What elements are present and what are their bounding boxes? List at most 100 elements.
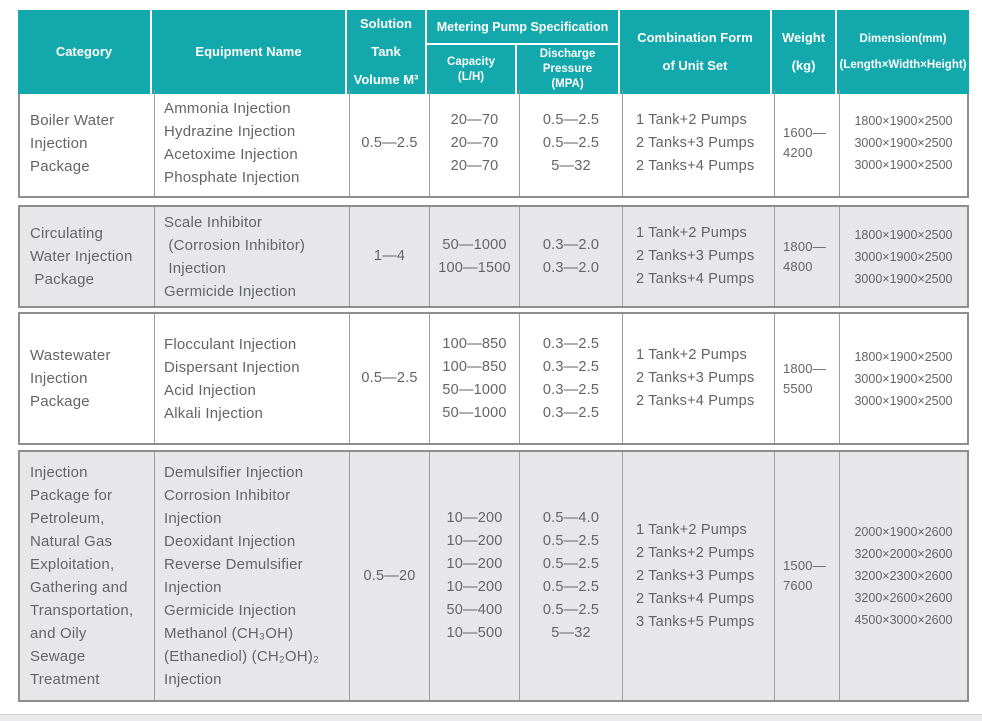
cell-line: 50—400 xyxy=(446,602,503,618)
cell-line: 0.5—2.5 xyxy=(542,111,600,128)
header-dimension-line2: (Length×Width×Height) xyxy=(839,59,967,71)
cell-line: Injection xyxy=(164,579,222,596)
header-weight-line1: Weight xyxy=(781,30,826,45)
cell-line: 0.3—2.5 xyxy=(542,381,600,398)
cell-line: 3 Tanks+5 Pumps xyxy=(636,613,755,630)
cell-line: 3200×2000×2600 xyxy=(854,547,953,561)
cell-line: 2 Tanks+2 Pumps xyxy=(636,544,755,561)
cell-line: 50—1000 xyxy=(442,236,507,253)
cell-line: Water Injection xyxy=(30,248,133,265)
cell-line: Gathering and xyxy=(30,579,128,596)
cell-line: Package xyxy=(30,271,95,288)
header-discharge-line1: Discharge Pressure xyxy=(539,48,596,75)
cell-line: Methanol (CH₃OH) xyxy=(164,625,294,642)
cell-line: 0.5—2.5 xyxy=(542,602,600,618)
cell-line: 20—70 xyxy=(450,157,499,174)
cell-line: Germicide Injection xyxy=(164,602,297,619)
cell-line: Dispersant Injection xyxy=(164,358,300,376)
header-combination-line1: Combination Form xyxy=(637,30,753,45)
header-tank-line2: Volume M³ xyxy=(353,72,419,87)
cell-line: 3000×1900×2500 xyxy=(854,158,953,172)
cell-line: 50—1000 xyxy=(442,404,507,421)
cell-line: Acetoxime Injection xyxy=(164,146,298,163)
cell-line: 0.3—2.5 xyxy=(542,335,600,352)
cell-line: 2 Tanks+4 Pumps xyxy=(636,271,755,287)
cell-line: 20—70 xyxy=(450,111,499,128)
cell-line: Reverse Demulsifier xyxy=(164,556,303,573)
cell-line: 4200 xyxy=(783,145,813,160)
cell-line: Transportation, xyxy=(30,602,134,619)
cell-line: Ammonia Injection xyxy=(164,100,291,117)
cell-line: and Oily xyxy=(30,625,87,642)
cell-line: 1800— xyxy=(783,238,826,254)
cell-line: Package xyxy=(30,157,90,175)
cell-line: 1800— xyxy=(783,360,826,376)
cell-category: Circulating Water Injection Package xyxy=(20,207,154,306)
cell-line: 1 Tank+2 Pumps xyxy=(636,521,747,538)
cell-line: 0.3—2.0 xyxy=(542,259,600,276)
header-dimension: Dimension(mm) (Length×Width×Height) xyxy=(837,10,969,94)
cell-weight: 1800— 4800 xyxy=(774,207,839,306)
cell-line: 3000×1900×2500 xyxy=(854,393,953,408)
cell-line: 0.3—2.5 xyxy=(542,404,600,421)
header-solution-tank: Solution Tank Volume M³ xyxy=(347,10,427,94)
cell-line: 0.5—4.0 xyxy=(542,510,600,526)
cell-equipment-name: Ammonia Injection Hydrazine Injection Acet… xyxy=(154,90,349,196)
cell-line: Treatment xyxy=(30,671,100,688)
cell-tank-volume: 0.5—2.5 xyxy=(349,314,429,443)
cell-capacity: 100—850 100—850 50—1000 50—1000 xyxy=(429,314,519,443)
table-row: Boiler Water Injection Package Ammonia Inj… xyxy=(18,88,969,198)
cell-line: 0.5—2.5 xyxy=(542,556,600,572)
table-row: Injection Package for Petroleum, Natural Ga… xyxy=(18,450,969,702)
cell-category: Injection Package for Petroleum, Natural Ga… xyxy=(20,452,154,700)
cell-line: Scale Inhibitor xyxy=(164,213,263,231)
cell-equipment-name: Demulsifier Injection Corrosion Inhibitor… xyxy=(154,452,349,700)
table-row: Circulating Water Injection Package Scale… xyxy=(18,205,969,308)
cell-line: 0.5—2.5 xyxy=(542,579,600,595)
cell-line: 3000×1900×2500 xyxy=(854,136,953,150)
header-capacity-line2: (L/H) xyxy=(457,70,485,83)
cell-line: Hydrazine Injection xyxy=(164,123,296,140)
cell-line: (Corrosion Inhibitor) xyxy=(164,236,306,254)
header-capacity: Capacity (L/H) xyxy=(427,45,517,94)
cell-line: Injection xyxy=(164,510,222,527)
cell-line: Deoxidant Injection xyxy=(164,533,296,550)
cell-line: 1600— xyxy=(783,125,826,140)
header-discharge-pressure: Discharge Pressure (MPA) xyxy=(517,45,618,94)
table-body: Boiler Water Injection Package Ammonia Inj… xyxy=(18,88,969,702)
cell-line: 3200×2300×2600 xyxy=(854,569,953,583)
cell-line: 2 Tanks+4 Pumps xyxy=(636,393,755,409)
cell-combination-form: 1 Tank+2 Pumps 2 Tanks+3 Pumps 2 Tanks+4 P… xyxy=(622,90,774,196)
cell-line: 20—70 xyxy=(450,134,499,151)
cell-line: 10—200 xyxy=(446,533,503,549)
cell-line: 5—32 xyxy=(551,625,591,641)
cell-line: Flocculant Injection xyxy=(164,335,297,353)
cell-line: 1 Tank+2 Pumps xyxy=(636,111,747,128)
cell-line: 100—850 xyxy=(442,335,507,352)
cell-line: Sewage xyxy=(30,648,86,665)
header-combination-line2: of Unit Set xyxy=(662,58,728,73)
cell-line: 2 Tanks+3 Pumps xyxy=(636,567,755,584)
cell-line: 2 Tanks+3 Pumps xyxy=(636,370,755,386)
cell-dimension: 2000×1900×2600 3200×2000×2600 3200×2300×26… xyxy=(839,452,967,700)
header-equipment-name: Equipment Name xyxy=(152,10,347,94)
header-category-label: Category xyxy=(55,44,113,59)
cell-line: 0.5—2.5 xyxy=(361,370,418,386)
cell-line: 1800×1900×2500 xyxy=(854,227,953,242)
spec-table: Category Equipment Name Solution Tank Vo… xyxy=(18,10,969,702)
table-header: Category Equipment Name Solution Tank Vo… xyxy=(18,10,969,94)
cell-line: Injection xyxy=(30,370,88,387)
cell-weight: 1800— 5500 xyxy=(774,314,839,443)
cell-discharge-pressure: 0.3—2.0 0.3—2.0 xyxy=(519,207,622,306)
cell-line: 2 Tanks+4 Pumps xyxy=(636,590,755,607)
cell-weight: 1600— 4200 xyxy=(774,90,839,196)
cell-line: 2 Tanks+3 Pumps xyxy=(636,134,755,151)
cell-tank-volume: 1—4 xyxy=(349,207,429,306)
cell-line: 3200×2600×2600 xyxy=(854,591,953,605)
cell-line: 1 Tank+2 Pumps xyxy=(636,347,747,363)
cell-line: 5500 xyxy=(783,380,813,396)
cell-combination-form: 1 Tank+2 Pumps 2 Tanks+3 Pumps 2 Tanks+4 P… xyxy=(622,314,774,443)
cell-line: 3000×1900×2500 xyxy=(854,371,953,386)
cell-line: 1—4 xyxy=(373,248,406,264)
cell-line: 1 Tank+2 Pumps xyxy=(636,225,747,241)
